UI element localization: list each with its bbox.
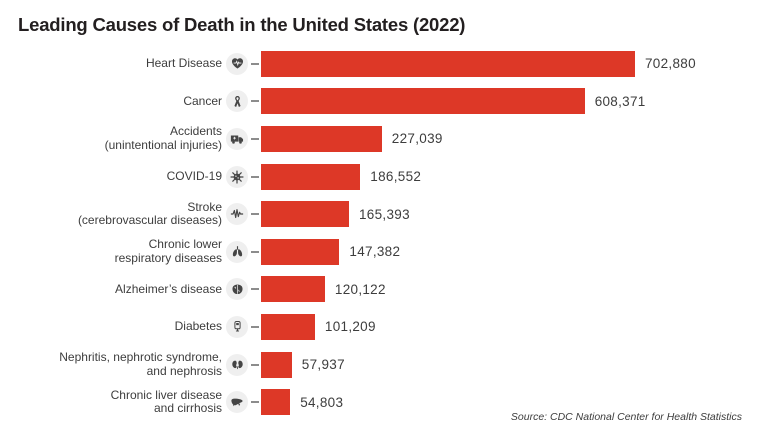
bar <box>261 88 585 115</box>
glucose-meter-icon <box>226 315 248 338</box>
chart-title: Leading Causes of Death in the United St… <box>18 14 466 35</box>
axis-tick <box>251 363 259 366</box>
category-label-line: (unintentional injuries) <box>104 137 222 152</box>
category-label-line: Heart Disease <box>145 56 222 71</box>
category-label-line: and nephrosis <box>146 363 222 378</box>
axis-tick <box>251 175 259 178</box>
bar <box>261 389 291 416</box>
chart-row: Chronic lower respiratory diseases 147,38… <box>0 233 758 271</box>
kidneys-icon <box>226 353 248 376</box>
chart-row: Stroke (cerebrovascular diseases) 165,393 <box>0 195 758 233</box>
chart-row: Nephritis, nephrotic syndrome, and nephro… <box>0 346 758 384</box>
category-label-line: Chronic lower <box>148 237 222 252</box>
value-label: 186,552 <box>370 169 422 185</box>
chart-row: Chronic liver disease and cirrhosis 54,80… <box>0 383 758 421</box>
brain-icon <box>226 278 248 301</box>
axis-tick <box>251 137 259 140</box>
heart-pulse-icon <box>226 52 248 75</box>
value-label: 165,393 <box>359 206 410 222</box>
bar <box>261 313 315 340</box>
value-label: 608,371 <box>594 93 646 109</box>
chart-row: Heart Disease 702,880 <box>0 45 758 83</box>
axis-tick <box>251 288 259 291</box>
category-label-line: Chronic liver disease <box>110 387 222 402</box>
category-label: Diabetes <box>0 320 222 334</box>
virus-icon <box>226 165 248 188</box>
bar <box>261 276 325 303</box>
value-label: 101,209 <box>324 319 376 335</box>
value-label: 227,039 <box>391 131 443 147</box>
bar-chart: Heart Disease 702,880 Cancer 608,371 Acc… <box>0 45 758 421</box>
chart-row: Alzheimer’s disease 120,122 <box>0 271 758 309</box>
axis-tick <box>251 401 259 404</box>
cancer-ribbon-icon <box>226 90 248 113</box>
category-label-line: Alzheimer’s disease <box>115 281 222 296</box>
category-label-line: Stroke <box>187 199 222 214</box>
value-label: 147,382 <box>349 244 401 260</box>
bar <box>261 351 292 378</box>
bar <box>261 201 349 228</box>
axis-tick <box>251 250 259 253</box>
category-label-line: Diabetes <box>174 319 222 334</box>
chart-row: Accidents (unintentional injuries) 227,03… <box>0 120 758 158</box>
category-label-line: Cancer <box>183 93 222 108</box>
liver-icon <box>226 391 248 414</box>
category-label-line: (cerebrovascular diseases) <box>77 213 222 228</box>
lungs-icon <box>226 240 248 263</box>
bar <box>261 125 382 152</box>
category-label: Accidents (unintentional injuries) <box>0 125 222 152</box>
category-label-line: Nephritis, nephrotic syndrome, <box>59 350 222 365</box>
axis-tick <box>251 325 259 328</box>
chart-row: Diabetes 101,209 <box>0 308 758 346</box>
category-label-line: Accidents <box>169 124 222 139</box>
category-label: Stroke (cerebrovascular diseases) <box>0 199 222 228</box>
category-label-line: COVID-19 <box>166 168 222 183</box>
bar <box>261 163 361 190</box>
value-label: 702,880 <box>645 56 696 72</box>
axis-tick <box>251 62 259 65</box>
category-label-line: and cirrhosis <box>153 401 222 416</box>
chart-row: COVID-19 186,552 <box>0 158 758 196</box>
bar <box>261 50 635 77</box>
axis-tick <box>251 100 259 103</box>
chart-row: Cancer 608,371 <box>0 83 758 121</box>
category-label: Cancer <box>0 93 222 109</box>
category-label: COVID-19 <box>0 168 222 184</box>
ambulance-icon <box>226 127 248 150</box>
ekg-pulse-icon <box>226 203 248 226</box>
category-label: Heart Disease <box>0 57 222 71</box>
bar <box>261 238 340 265</box>
category-label: Alzheimer’s disease <box>0 281 222 297</box>
category-label: Nephritis, nephrotic syndrome, and nephro… <box>0 351 222 378</box>
value-label: 57,937 <box>301 357 345 373</box>
category-label: Chronic liver disease and cirrhosis <box>0 387 222 416</box>
source-attribution: Source: CDC National Center for Health S… <box>510 411 742 423</box>
value-label: 120,122 <box>334 281 386 297</box>
category-label: Chronic lower respiratory diseases <box>0 238 222 265</box>
axis-tick <box>251 213 259 216</box>
value-label: 54,803 <box>300 394 344 410</box>
category-label-line: respiratory diseases <box>114 250 222 265</box>
